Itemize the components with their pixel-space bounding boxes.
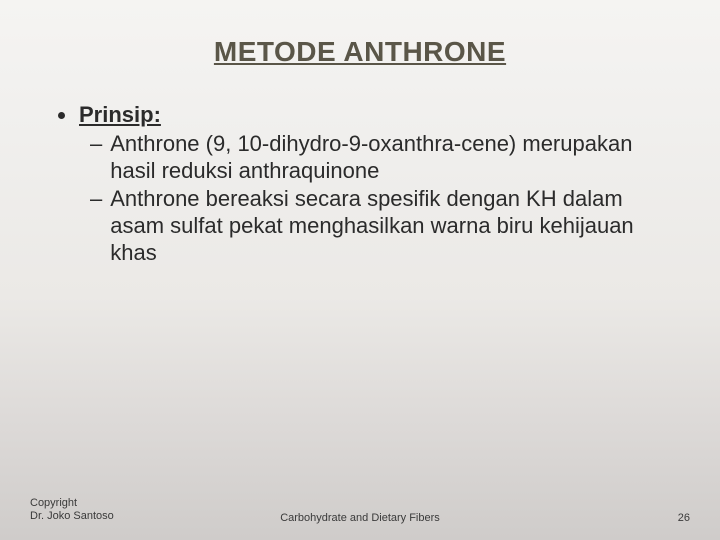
copyright-line2: Dr. Joko Santoso [30,510,248,524]
dash-icon: – [90,186,102,213]
subitems: – Anthrone (9, 10-dihydro-9-oxanthra-cen… [58,131,672,267]
copyright-line1: Copyright [30,497,248,511]
footer-page-number: 26 [472,512,690,524]
subitem: – Anthrone bereaksi secara spesifik deng… [90,186,672,266]
subitem-text: Anthrone (9, 10-dihydro-9-oxanthra-cene)… [110,131,672,185]
subitem-text: Anthrone bereaksi secara spesifik dengan… [110,186,672,266]
dash-icon: – [90,131,102,158]
slide-title: METODE ANTHRONE [48,36,672,68]
bullet-item: Prinsip: [58,102,672,129]
slide-content: Prinsip: – Anthrone (9, 10-dihydro-9-oxa… [48,102,672,267]
footer-copyright: Copyright Dr. Joko Santoso [30,497,248,525]
bullet-icon [58,112,65,119]
footer: Copyright Dr. Joko Santoso Carbohydrate … [0,497,720,525]
footer-center: Carbohydrate and Dietary Fibers [248,512,472,524]
slide: METODE ANTHRONE Prinsip: – Anthrone (9, … [0,0,720,540]
bullet-label: Prinsip: [79,102,161,129]
subitem: – Anthrone (9, 10-dihydro-9-oxanthra-cen… [90,131,672,185]
